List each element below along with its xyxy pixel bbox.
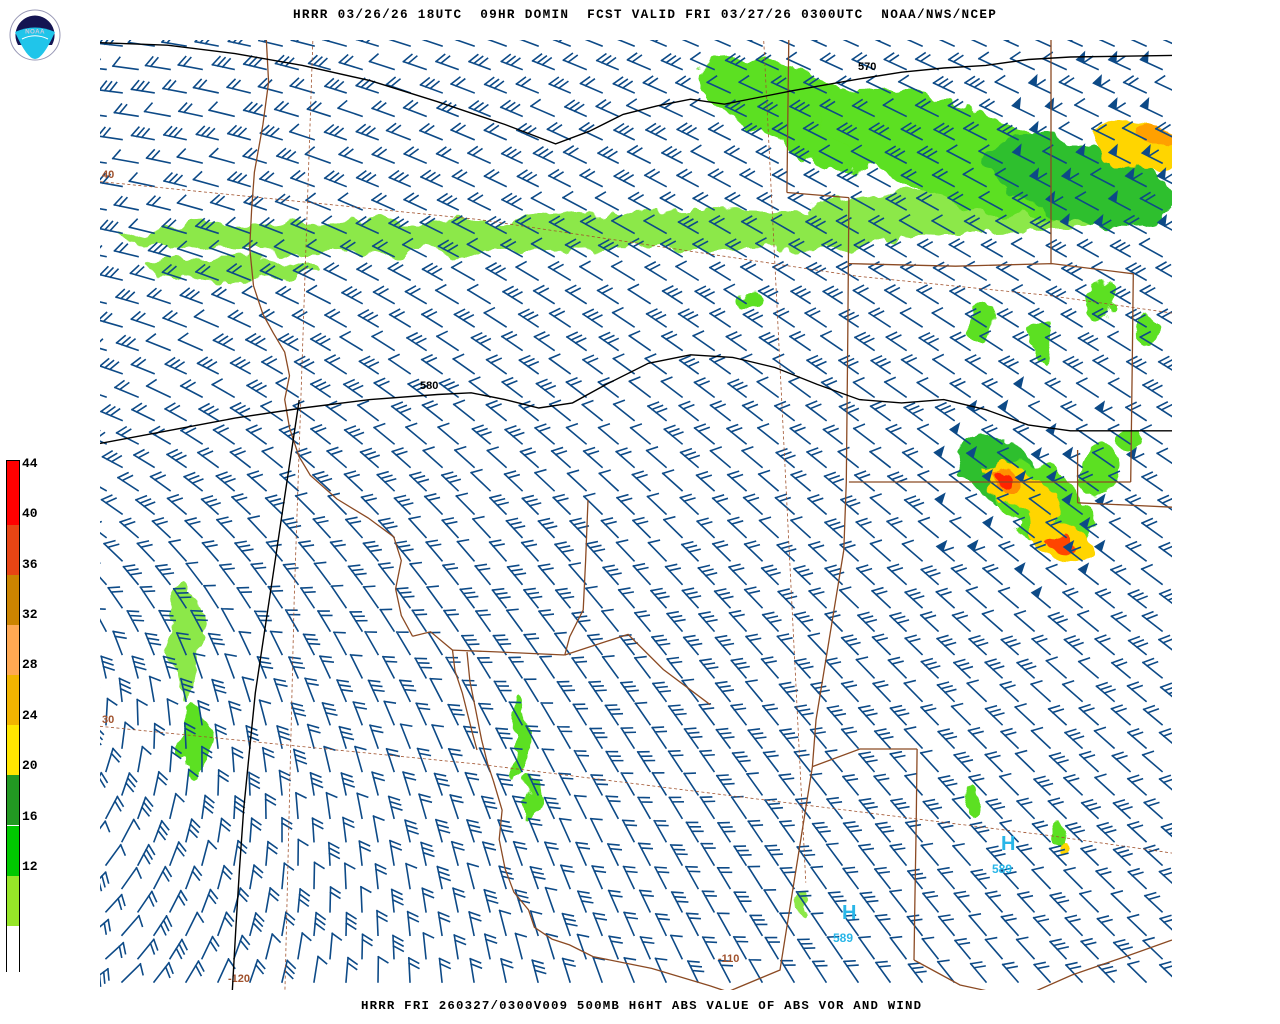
svg-text:-110: -110 [718,953,739,965]
svg-text:40: 40 [102,169,114,181]
svg-text:570: 570 [858,61,876,73]
svg-text:H: H [1001,833,1015,855]
svg-text:589: 589 [992,862,1012,876]
svg-text:NOAA: NOAA [25,29,45,36]
svg-text:580: 580 [420,380,438,392]
svg-text:H: H [842,902,856,924]
svg-text:30: 30 [102,714,114,726]
svg-text:-120: -120 [228,973,250,985]
svg-text:589: 589 [833,931,853,945]
